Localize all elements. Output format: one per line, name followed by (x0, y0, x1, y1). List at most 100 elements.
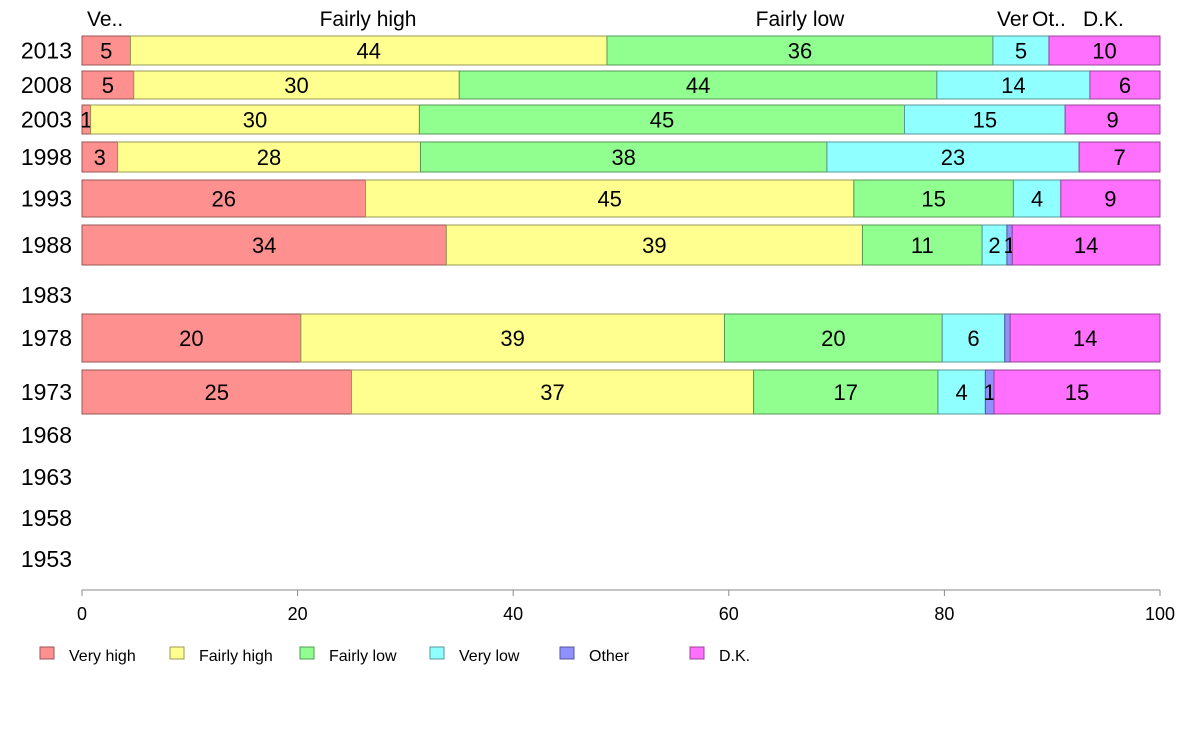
column-headers: Ve.. Fairly high Fairly low Ver Ot.. D.K. (87, 8, 1124, 31)
legend-label: Other (589, 648, 630, 665)
data-label: 4 (956, 380, 968, 405)
column-header: Fairly high (320, 8, 417, 31)
legend-label: Very low (459, 648, 520, 665)
x-axis: 0 20 40 60 80 100 (77, 589, 1175, 624)
bar-segment (133, 70, 460, 100)
data-label: 5 (100, 39, 112, 64)
x-tick-label: 80 (934, 604, 954, 624)
data-label: 17 (834, 380, 858, 405)
year-label: 1978 (21, 325, 72, 351)
legend-swatch (169, 646, 185, 660)
data-label: 15 (921, 187, 945, 212)
data-label: 14 (1073, 326, 1097, 351)
bar-segment (937, 369, 986, 415)
data-label: 28 (257, 145, 281, 170)
bar-segment (90, 104, 420, 135)
data-label: 9 (1104, 187, 1116, 212)
bar-segment (445, 224, 863, 266)
bar-segment (1048, 35, 1161, 66)
data-label: 45 (597, 187, 621, 212)
bar-segment (1011, 224, 1161, 266)
legend-swatch (429, 646, 445, 660)
data-label: 15 (973, 108, 997, 133)
year-label: 1953 (21, 546, 72, 572)
column-header: Ve.. (87, 8, 123, 31)
bar-segment (458, 70, 938, 100)
data-label: 25 (205, 380, 229, 405)
data-label: 34 (252, 233, 276, 258)
data-label: 9 (1106, 108, 1118, 133)
legend-swatch (689, 646, 705, 660)
bar-segment (300, 313, 725, 363)
bar-segment (1012, 179, 1062, 218)
year-label: 1998 (21, 144, 72, 170)
bar-segment (1004, 313, 1011, 363)
data-label: 20 (179, 326, 203, 351)
data-label: 30 (243, 108, 267, 133)
data-label: 44 (686, 73, 710, 98)
legend-label: Very high (69, 648, 136, 665)
bar-segment (981, 224, 1008, 266)
x-tick-label: 0 (77, 604, 87, 624)
column-header: Ot.. (1032, 8, 1066, 31)
bar-segment (81, 179, 367, 218)
bar-segment (941, 313, 1006, 363)
year-label: 1973 (21, 379, 72, 405)
legend: Very high Fairly high Fairly low Very low Ot… (39, 646, 750, 665)
data-label: 7 (1113, 145, 1125, 170)
bar-segment (81, 35, 132, 66)
bar-segment (1009, 313, 1161, 363)
bar-segment (130, 35, 608, 66)
data-label: 4 (1031, 187, 1043, 212)
legend-swatch (299, 646, 315, 660)
bar-segment (1060, 179, 1161, 218)
x-tick-label: 100 (1145, 604, 1175, 624)
bar-segment (936, 70, 1091, 100)
bar-segment (826, 141, 1080, 173)
year-label: 1988 (21, 232, 72, 258)
data-label: 30 (284, 73, 308, 98)
data-label: 6 (1119, 73, 1131, 98)
year-label: 2008 (21, 72, 72, 98)
year-label: 1993 (21, 186, 72, 212)
bar-segment (723, 313, 943, 363)
bar-segment (1089, 70, 1161, 100)
bar-segment (753, 369, 939, 415)
data-label: 6 (967, 326, 979, 351)
bar-segment (1064, 104, 1161, 135)
bar-segment (81, 369, 352, 415)
bar-segment (351, 369, 755, 415)
legend-swatch (39, 646, 55, 660)
data-label: 5 (1015, 39, 1027, 64)
column-header: Ver (997, 8, 1029, 31)
data-label: 20 (821, 326, 845, 351)
year-label: 2013 (21, 38, 72, 64)
data-label: 45 (650, 108, 674, 133)
bar-segment (81, 70, 135, 100)
legend-label: Fairly high (199, 648, 273, 665)
bar-segment (853, 179, 1014, 218)
year-label: 1963 (21, 464, 72, 490)
data-label: 2 (988, 233, 1000, 258)
data-label: 39 (500, 326, 524, 351)
data-label: 26 (212, 187, 236, 212)
x-tick-label: 60 (719, 604, 739, 624)
x-tick-label: 40 (503, 604, 523, 624)
bar-segment (418, 104, 906, 135)
column-header: D.K. (1083, 8, 1124, 31)
year-label: 1968 (21, 422, 72, 448)
data-label: 3 (94, 145, 106, 170)
data-label: 1 (80, 108, 92, 133)
data-label: 39 (642, 233, 666, 258)
legend-label: Fairly low (329, 648, 397, 665)
data-label: 10 (1092, 39, 1116, 64)
data-label: 11 (911, 233, 934, 258)
data-label: 14 (1074, 233, 1098, 258)
data-label: 5 (102, 73, 114, 98)
data-label: 44 (357, 39, 381, 64)
legend-label: D.K. (719, 648, 750, 665)
data-label: 37 (540, 380, 564, 405)
bar-segment (993, 369, 1161, 415)
bar-segment (904, 104, 1066, 135)
column-header: Fairly low (756, 8, 846, 31)
